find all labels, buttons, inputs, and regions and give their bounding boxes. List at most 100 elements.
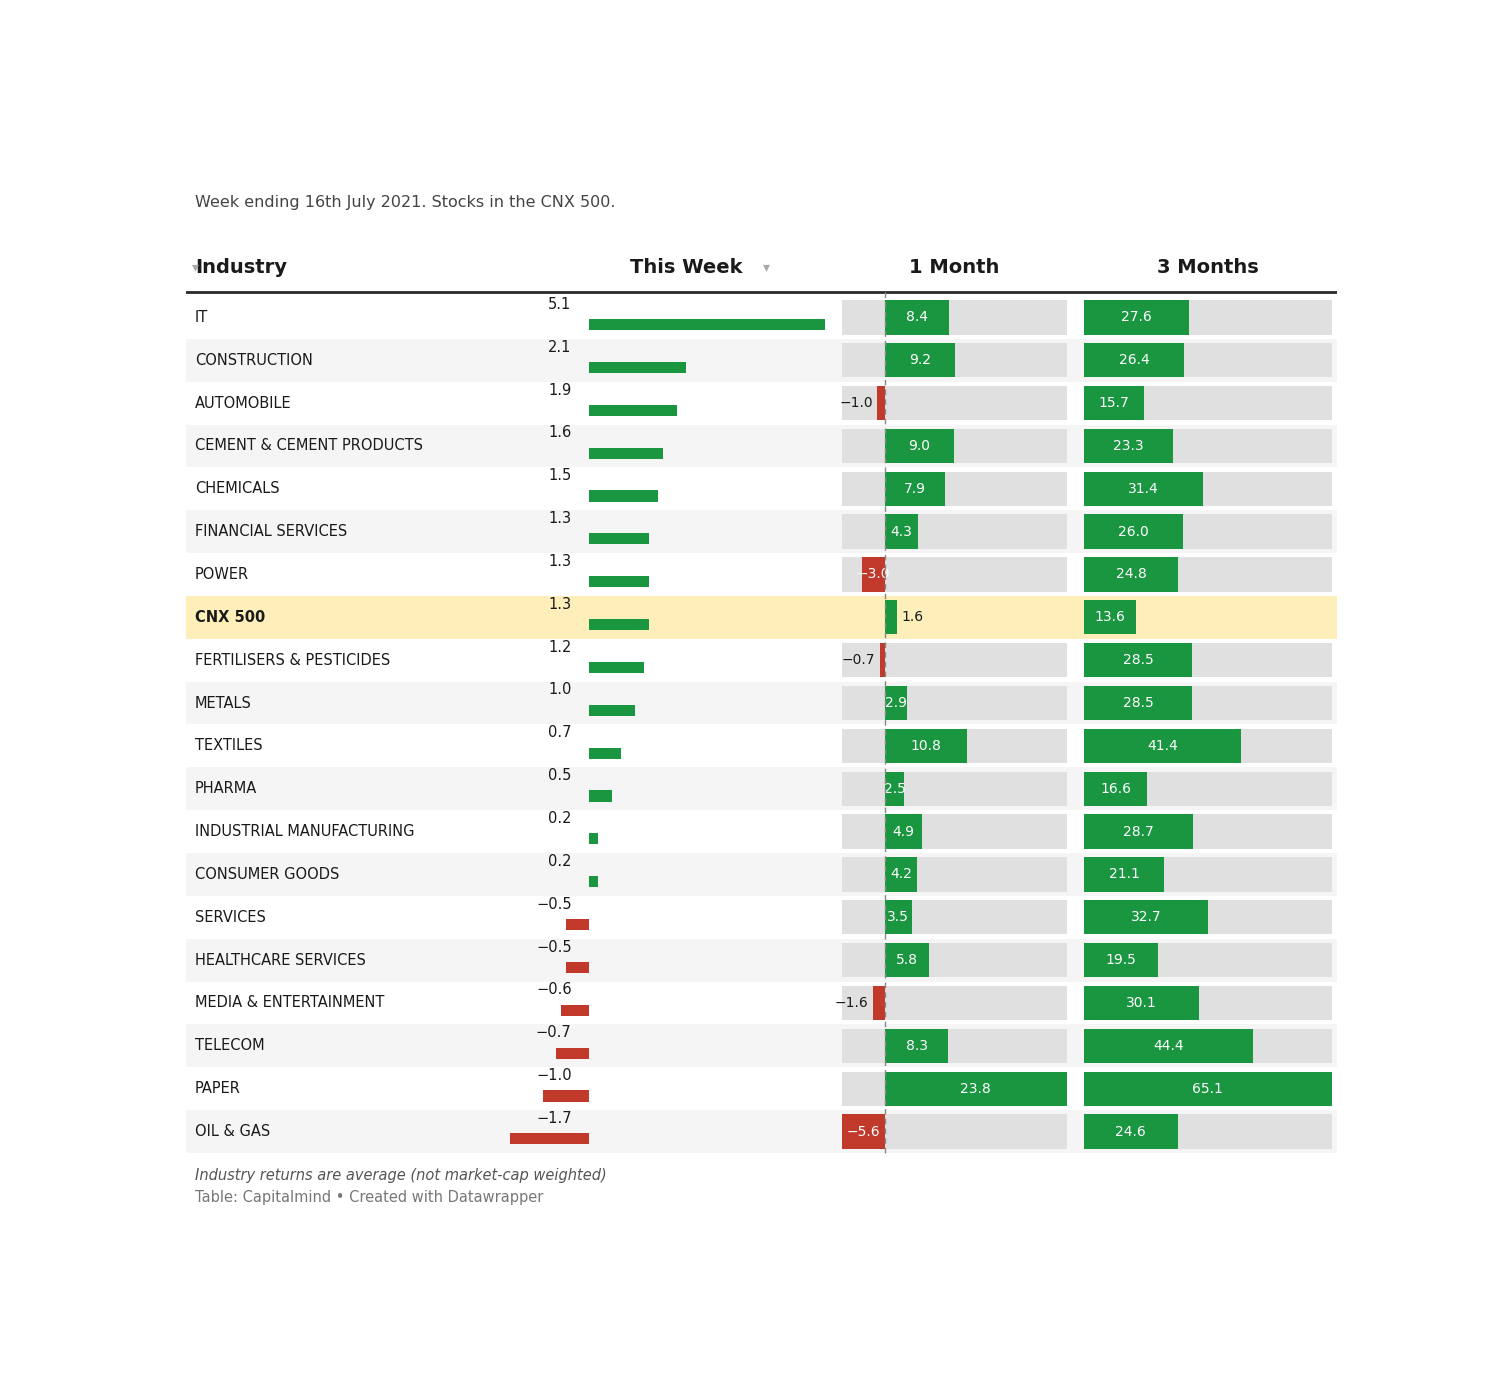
- Bar: [186, 382, 1337, 424]
- Text: AUTOMOBILE: AUTOMOBILE: [195, 395, 291, 411]
- Text: 8.4: 8.4: [906, 310, 929, 324]
- Text: METALS: METALS: [195, 696, 251, 711]
- Text: This Week: This Week: [630, 258, 743, 277]
- Text: 28.7: 28.7: [1123, 824, 1155, 839]
- Bar: [566, 919, 588, 930]
- Bar: [843, 772, 1067, 806]
- Bar: [186, 725, 1337, 768]
- Bar: [186, 639, 1337, 682]
- Bar: [1085, 429, 1172, 463]
- Bar: [588, 704, 635, 717]
- Bar: [186, 682, 1337, 725]
- Bar: [186, 810, 1337, 853]
- Text: 4.3: 4.3: [890, 525, 912, 539]
- Text: 32.7: 32.7: [1131, 911, 1162, 925]
- Text: 1.3: 1.3: [548, 554, 572, 569]
- Bar: [1085, 900, 1208, 934]
- Bar: [588, 748, 621, 759]
- Bar: [1085, 644, 1192, 678]
- Text: FINANCIAL SERVICES: FINANCIAL SERVICES: [195, 524, 348, 539]
- Bar: [186, 853, 1337, 896]
- Text: 4.9: 4.9: [893, 824, 915, 839]
- Text: 65.1: 65.1: [1192, 1082, 1223, 1096]
- Bar: [843, 943, 1067, 977]
- Bar: [186, 981, 1337, 1024]
- Bar: [1085, 1072, 1331, 1105]
- Text: 13.6: 13.6: [1095, 610, 1125, 624]
- Text: 1.9: 1.9: [548, 383, 572, 397]
- Bar: [588, 491, 658, 502]
- Bar: [843, 729, 1067, 763]
- Bar: [1085, 644, 1331, 678]
- Bar: [886, 1029, 948, 1062]
- Text: ▾: ▾: [192, 260, 199, 274]
- Bar: [886, 343, 955, 378]
- Bar: [588, 320, 825, 331]
- Bar: [886, 514, 918, 548]
- Text: FERTILISERS & PESTICIDES: FERTILISERS & PESTICIDES: [195, 653, 391, 668]
- Text: −0.5: −0.5: [536, 940, 572, 955]
- Bar: [186, 339, 1337, 382]
- Bar: [1085, 686, 1331, 721]
- Bar: [1085, 772, 1331, 806]
- Bar: [1085, 1029, 1253, 1062]
- Bar: [886, 1072, 1067, 1105]
- Text: 1.6: 1.6: [548, 426, 572, 441]
- Bar: [1085, 386, 1331, 420]
- Text: −1.0: −1.0: [536, 1068, 572, 1083]
- Bar: [588, 362, 687, 373]
- Text: 0.7: 0.7: [548, 725, 572, 740]
- Bar: [843, 985, 1067, 1020]
- Text: 4.2: 4.2: [890, 867, 912, 882]
- Bar: [1085, 557, 1178, 591]
- Bar: [588, 576, 649, 587]
- Bar: [843, 1115, 1067, 1149]
- Bar: [1085, 729, 1241, 763]
- Text: TELECOM: TELECOM: [195, 1039, 265, 1053]
- Bar: [562, 1005, 588, 1016]
- Text: 1.6: 1.6: [902, 610, 924, 624]
- Text: 5.8: 5.8: [896, 954, 918, 967]
- Text: 23.8: 23.8: [960, 1082, 991, 1096]
- Bar: [872, 985, 886, 1020]
- Text: 2.5: 2.5: [884, 781, 905, 795]
- Bar: [1085, 814, 1193, 849]
- Bar: [1085, 857, 1331, 892]
- Bar: [1085, 557, 1331, 591]
- Bar: [588, 791, 612, 802]
- Text: 8.3: 8.3: [905, 1039, 927, 1053]
- Text: 24.8: 24.8: [1116, 568, 1147, 582]
- Bar: [186, 896, 1337, 938]
- Text: 1.5: 1.5: [548, 469, 572, 484]
- Bar: [1085, 1029, 1331, 1062]
- Bar: [186, 938, 1337, 981]
- Bar: [1085, 857, 1165, 892]
- Text: CEMENT & CEMENT PRODUCTS: CEMENT & CEMENT PRODUCTS: [195, 438, 424, 453]
- Text: Table: Capitalmind • Created with Datawrapper: Table: Capitalmind • Created with Datawr…: [195, 1191, 544, 1206]
- Bar: [588, 405, 676, 416]
- Bar: [886, 900, 912, 934]
- Bar: [186, 1111, 1337, 1153]
- Bar: [843, 343, 1067, 378]
- Bar: [1085, 471, 1331, 506]
- Text: 44.4: 44.4: [1153, 1039, 1184, 1053]
- Text: PAPER: PAPER: [195, 1082, 241, 1096]
- Bar: [843, 1115, 886, 1149]
- Text: Week ending 16th July 2021. Stocks in the CNX 500.: Week ending 16th July 2021. Stocks in th…: [195, 194, 615, 209]
- Bar: [843, 644, 1067, 678]
- Bar: [886, 601, 898, 634]
- Text: −0.7: −0.7: [841, 653, 875, 667]
- Text: 5.1: 5.1: [548, 296, 572, 311]
- Text: 0.5: 0.5: [548, 768, 572, 783]
- Text: 1.0: 1.0: [548, 682, 572, 697]
- Bar: [1085, 1115, 1331, 1149]
- Bar: [843, 1072, 1067, 1105]
- Bar: [588, 619, 649, 630]
- Bar: [886, 857, 917, 892]
- Text: 2.9: 2.9: [886, 696, 906, 710]
- Bar: [556, 1047, 588, 1058]
- Bar: [886, 429, 954, 463]
- Text: MEDIA & ENTERTAINMENT: MEDIA & ENTERTAINMENT: [195, 995, 385, 1010]
- Bar: [843, 557, 1067, 591]
- Bar: [186, 553, 1337, 595]
